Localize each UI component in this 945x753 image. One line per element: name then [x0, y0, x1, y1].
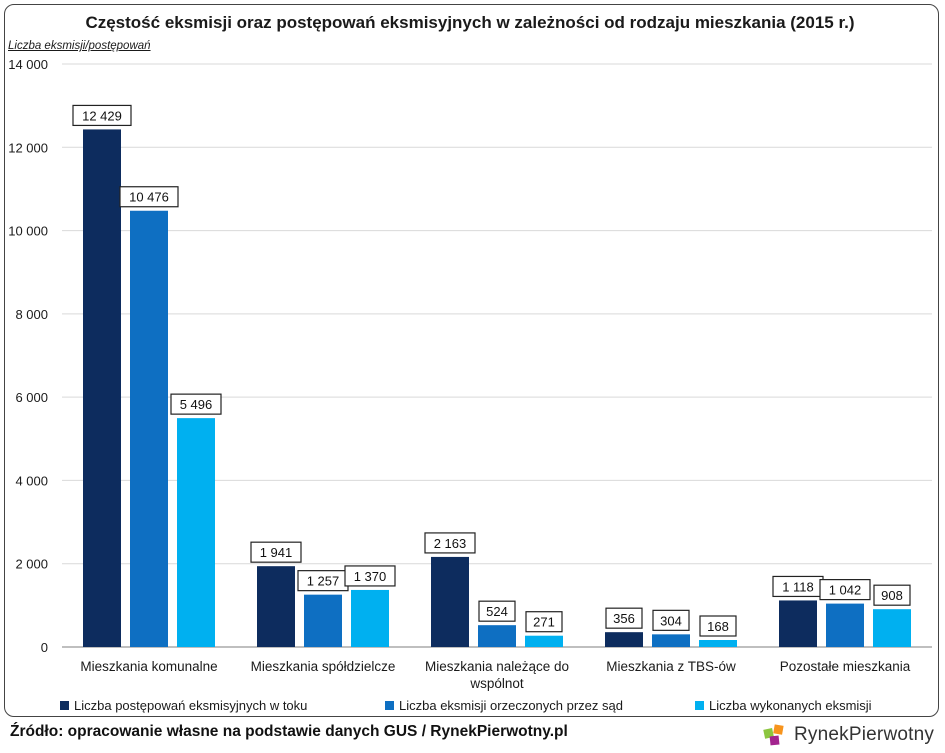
- legend-label: Liczba postępowań eksmisyjnych w toku: [74, 698, 307, 713]
- bar: [873, 609, 911, 647]
- data-label-box: [873, 584, 911, 606]
- data-label-box: [652, 609, 690, 631]
- data-label: 524: [486, 604, 508, 619]
- data-label-box: [605, 607, 643, 629]
- source-note: Źródło: opracowanie własne na podstawie …: [10, 723, 568, 740]
- y-tick-label: 8 000: [15, 307, 48, 322]
- bar: [177, 418, 215, 647]
- data-label-box: [699, 615, 737, 637]
- data-label: 1 042: [829, 583, 862, 598]
- logo-text: RynekPierwotny: [794, 724, 935, 745]
- bar: [83, 129, 121, 648]
- y-tick-label: 10 000: [8, 224, 48, 239]
- bar: [605, 632, 643, 647]
- data-label-box: [119, 186, 179, 208]
- y-axis-unit-label: Liczba eksmisji/postępowań: [8, 40, 151, 52]
- data-label: 1 370: [354, 569, 387, 584]
- data-label: 304: [660, 613, 682, 628]
- data-label: 1 118: [782, 579, 814, 594]
- chart-title: Częstość eksmisji oraz postępowań eksmis…: [85, 13, 855, 32]
- x-tick-label: Mieszkania komunalne: [80, 659, 217, 674]
- legend-label: Liczba eksmisji orzeczonych przez sąd: [399, 698, 623, 713]
- data-label: 356: [613, 611, 635, 626]
- logo: RynekPierwotny: [762, 722, 934, 748]
- data-label: 168: [707, 619, 729, 634]
- bar: [826, 603, 864, 647]
- legend-swatch: [60, 701, 69, 710]
- bar: [130, 210, 168, 647]
- bar: [652, 634, 690, 647]
- bar: [478, 625, 516, 647]
- data-label: 1 257: [307, 574, 340, 589]
- data-label-box: [819, 579, 871, 601]
- y-tick-label: 12 000: [8, 140, 48, 155]
- data-label: 271: [533, 615, 555, 630]
- data-label: 908: [881, 588, 903, 603]
- bar: [304, 594, 342, 647]
- data-label-box: [72, 104, 132, 127]
- data-label-box: [250, 541, 302, 563]
- x-tick-label: Mieszkania z TBS-ów: [606, 659, 736, 674]
- y-tick-label: 4 000: [15, 473, 48, 488]
- data-label: 12 429: [82, 108, 122, 123]
- legend-label: Liczba wykonanych eksmisji: [709, 698, 872, 713]
- x-tick-label: Mieszkania spółdzielcze: [251, 659, 396, 674]
- bar: [351, 589, 389, 647]
- bar: [779, 600, 817, 647]
- bar: [431, 556, 469, 647]
- bar: [699, 640, 737, 647]
- bar: [525, 635, 563, 647]
- x-tick-label: wspólnot: [469, 676, 524, 691]
- data-label-box: [525, 611, 563, 633]
- bar: [257, 566, 295, 647]
- legend-swatch: [385, 701, 394, 710]
- y-tick-label: 2 000: [15, 557, 48, 572]
- data-label-box: [170, 393, 222, 415]
- data-label: 5 496: [180, 397, 213, 412]
- data-label: 1 941: [260, 545, 293, 560]
- x-tick-label: Mieszkania należące do: [425, 659, 569, 674]
- data-label: 2 163: [434, 536, 467, 551]
- logo-squares-icon: [763, 724, 784, 746]
- y-tick-label: 6 000: [15, 390, 48, 405]
- data-label-box: [344, 565, 396, 587]
- y-tick-label: 0: [41, 640, 48, 655]
- x-tick-label: Pozostałe mieszkania: [780, 659, 911, 674]
- data-label-box: [478, 600, 516, 622]
- y-tick-label: 14 000: [8, 57, 48, 72]
- data-label-box: [424, 532, 476, 554]
- data-label: 10 476: [129, 190, 169, 205]
- legend-swatch: [695, 701, 704, 710]
